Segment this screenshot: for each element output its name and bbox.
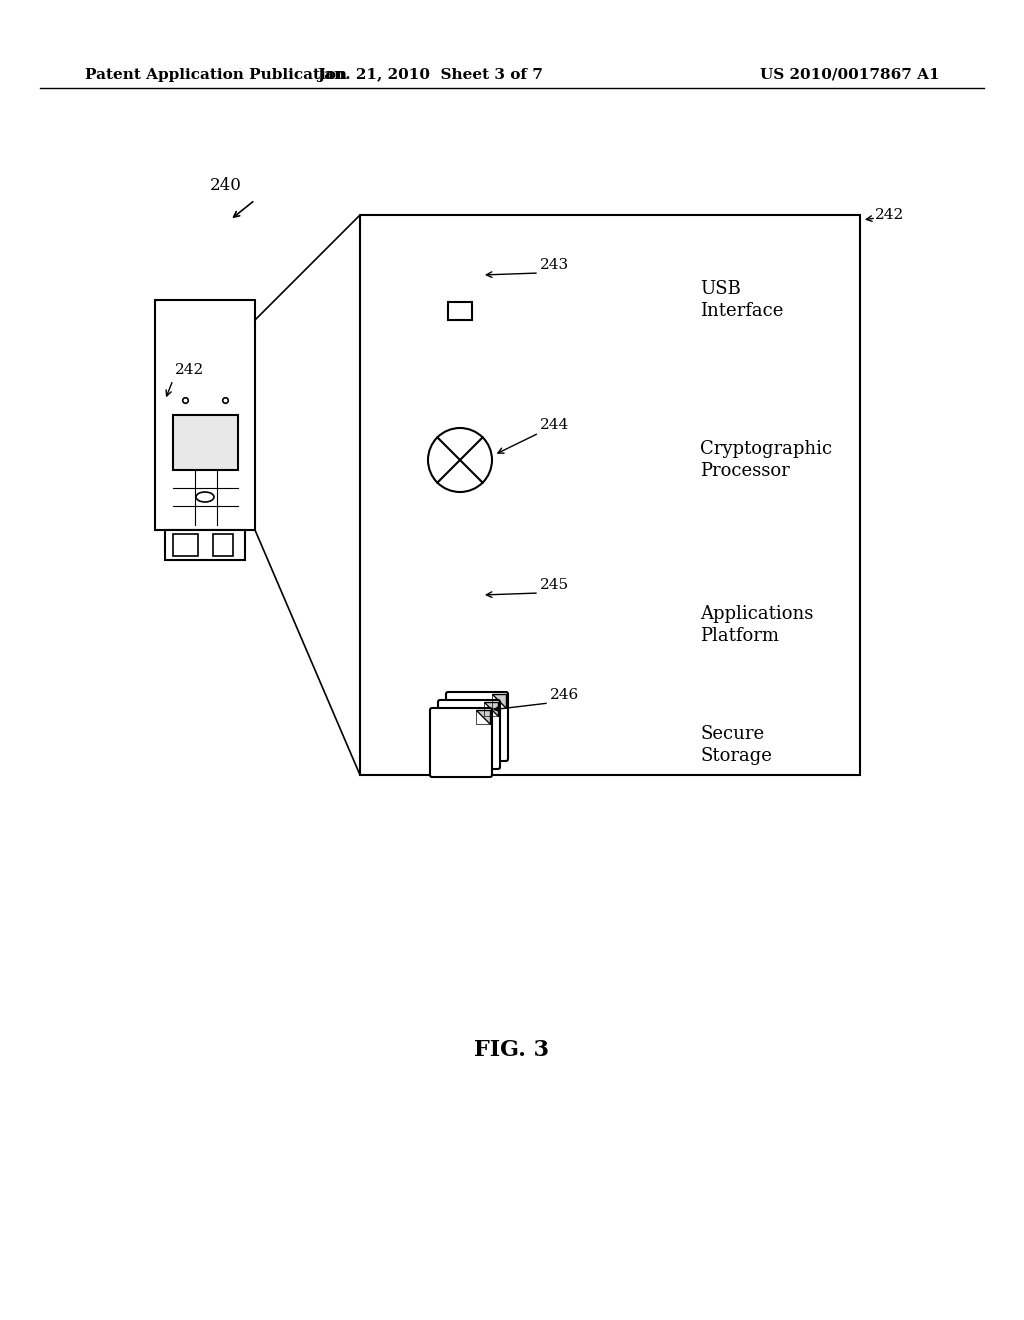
FancyBboxPatch shape — [438, 700, 500, 770]
Text: Applications
Platform: Applications Platform — [700, 605, 813, 645]
Bar — [155, 300, 255, 531]
Text: 242: 242 — [874, 209, 904, 222]
Bar — [449, 302, 472, 319]
FancyArrow shape — [439, 640, 481, 663]
Polygon shape — [484, 702, 498, 715]
Text: 244: 244 — [540, 418, 569, 432]
Bar — [213, 535, 233, 556]
FancyArrow shape — [438, 252, 482, 280]
Text: US 2010/0017867 A1: US 2010/0017867 A1 — [761, 69, 940, 82]
Text: Jan. 21, 2010  Sheet 3 of 7: Jan. 21, 2010 Sheet 3 of 7 — [317, 69, 543, 82]
Bar — [165, 531, 245, 560]
FancyBboxPatch shape — [446, 692, 508, 762]
Text: 246: 246 — [550, 688, 580, 702]
Text: FIG. 3: FIG. 3 — [474, 1039, 550, 1061]
Polygon shape — [492, 694, 506, 708]
Text: 243: 243 — [540, 257, 569, 272]
Text: 242: 242 — [175, 363, 204, 378]
Bar — [173, 535, 198, 556]
Text: Cryptographic
Processor: Cryptographic Processor — [700, 440, 833, 480]
FancyBboxPatch shape — [430, 708, 492, 777]
Polygon shape — [476, 710, 490, 723]
Bar — [173, 414, 238, 470]
Text: Patent Application Publication: Patent Application Publication — [85, 69, 347, 82]
Text: USB
Interface: USB Interface — [700, 280, 783, 321]
Text: Secure
Storage: Secure Storage — [700, 725, 772, 766]
Text: 240: 240 — [210, 177, 242, 194]
Bar — [360, 215, 860, 775]
Ellipse shape — [196, 492, 214, 502]
Text: 245: 245 — [540, 578, 569, 591]
FancyArrow shape — [439, 583, 481, 605]
